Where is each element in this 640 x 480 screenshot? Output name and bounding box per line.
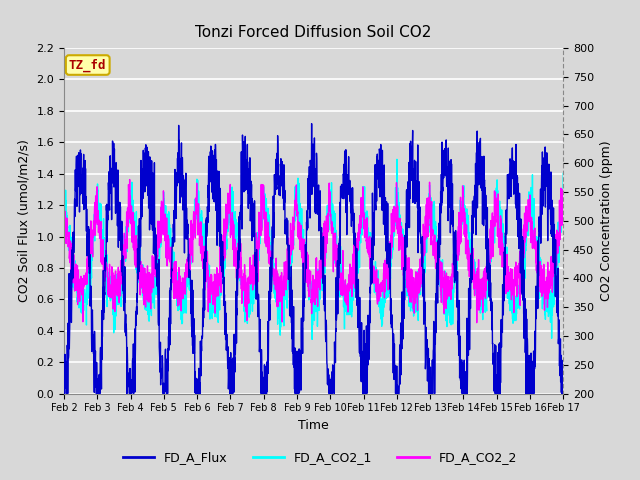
FD_A_CO2_2	[339, 269, 346, 275]
FD_A_Flux	[458, 360, 466, 366]
Line: FD_A_Flux: FD_A_Flux	[64, 124, 563, 394]
FD_A_CO2_2	[516, 262, 524, 267]
FD_A_CO2_1	[328, 206, 335, 212]
FD_A_CO2_1	[393, 156, 401, 162]
Text: TZ_fd: TZ_fd	[69, 59, 106, 72]
X-axis label: Time: Time	[298, 419, 329, 432]
FD_A_Flux	[199, 320, 207, 325]
FD_A_Flux	[529, 360, 537, 365]
FD_A_Flux	[308, 121, 316, 127]
FD_A_CO2_1	[459, 219, 467, 225]
FD_A_Flux	[559, 391, 567, 396]
FD_A_CO2_2	[473, 320, 481, 325]
Y-axis label: CO2 Soil Flux (umol/m2/s): CO2 Soil Flux (umol/m2/s)	[18, 139, 31, 302]
Title: Tonzi Forced Diffusion Soil CO2: Tonzi Forced Diffusion Soil CO2	[195, 25, 432, 40]
FD_A_CO2_2	[126, 177, 134, 182]
FD_A_Flux	[339, 182, 346, 188]
FD_A_CO2_2	[328, 230, 335, 236]
FD_A_CO2_2	[200, 254, 207, 260]
FD_A_CO2_1	[339, 279, 346, 285]
Line: FD_A_CO2_1: FD_A_CO2_1	[64, 159, 563, 339]
FD_A_CO2_1	[199, 239, 207, 244]
FD_A_CO2_1	[529, 226, 537, 232]
FD_A_CO2_2	[458, 218, 466, 224]
Legend: FD_A_Flux, FD_A_CO2_1, FD_A_CO2_2: FD_A_Flux, FD_A_CO2_1, FD_A_CO2_2	[118, 446, 522, 469]
FD_A_CO2_2	[529, 241, 537, 247]
FD_A_CO2_2	[559, 222, 567, 228]
FD_A_Flux	[60, 391, 68, 396]
FD_A_CO2_1	[308, 336, 316, 342]
FD_A_Flux	[515, 218, 523, 224]
Line: FD_A_CO2_2: FD_A_CO2_2	[64, 180, 563, 323]
FD_A_CO2_1	[60, 191, 68, 197]
Y-axis label: CO2 Concentration (ppm): CO2 Concentration (ppm)	[600, 141, 612, 301]
FD_A_CO2_1	[516, 306, 524, 312]
FD_A_Flux	[328, 391, 335, 396]
FD_A_CO2_1	[559, 170, 567, 176]
FD_A_CO2_2	[60, 202, 68, 208]
